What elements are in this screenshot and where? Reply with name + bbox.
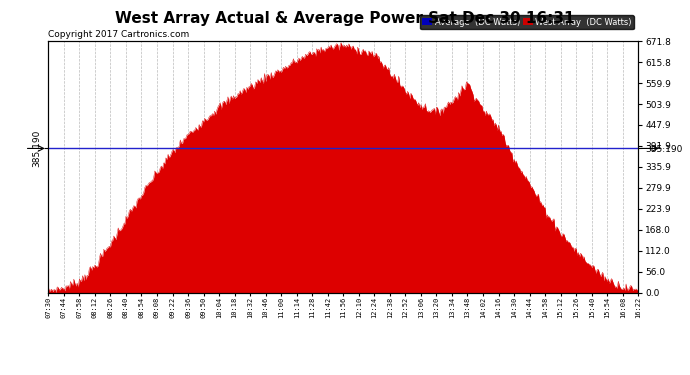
Legend: Average  (DC Watts), West Array  (DC Watts): Average (DC Watts), West Array (DC Watts…	[420, 15, 634, 29]
Text: Copyright 2017 Cartronics.com: Copyright 2017 Cartronics.com	[48, 30, 190, 39]
Text: West Array Actual & Average Power Sat Dec 30 16:31: West Array Actual & Average Power Sat De…	[115, 11, 575, 26]
